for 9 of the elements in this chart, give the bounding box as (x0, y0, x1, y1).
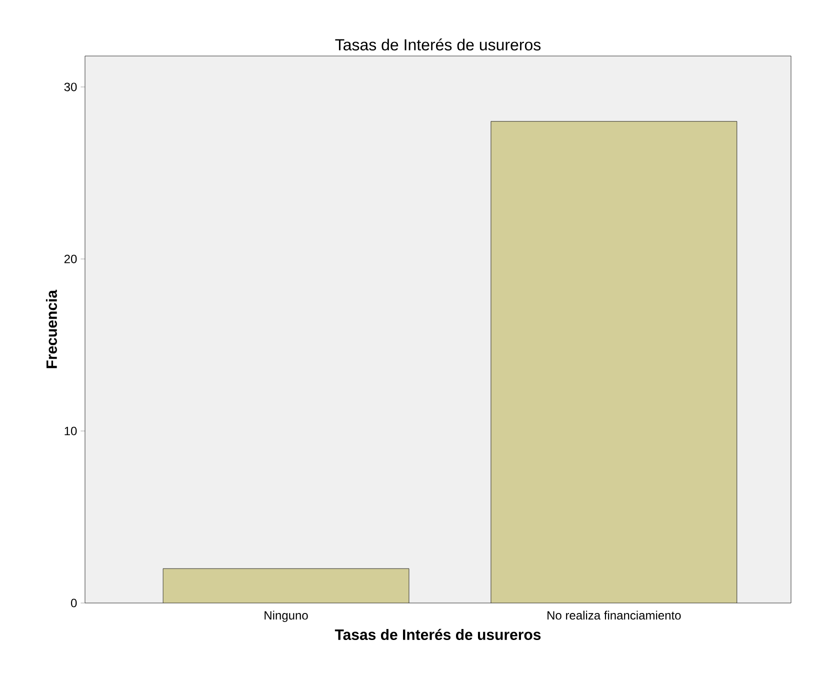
x-tick-label: No realiza financiamiento (548, 610, 681, 620)
y-axis-title: Frecuencia (46, 290, 57, 368)
y-tick-label: 30 (64, 82, 77, 92)
y-tick-label: 0 (71, 598, 77, 608)
y-tick-label: 20 (64, 254, 77, 264)
chart-title: Tasas de Interés de usureros (335, 38, 541, 50)
x-axis-title: Tasas de Interés de usureros (334, 628, 541, 640)
x-tick-label: Ninguno (264, 610, 308, 622)
y-tick-label: 10 (64, 426, 77, 436)
